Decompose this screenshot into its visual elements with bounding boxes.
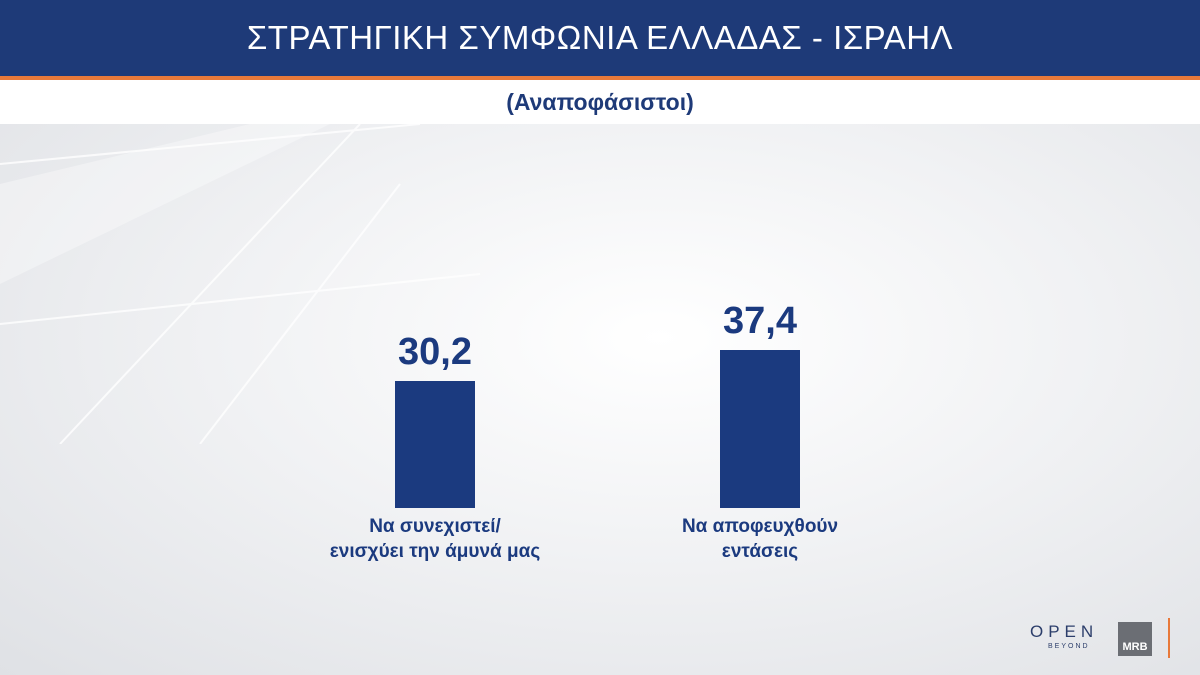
header-banner (0, 0, 1200, 76)
category-label: Να συνεχιστεί/ ενισχύει την άμυνά μας (329, 516, 541, 562)
logo-beyond: BEYOND (1048, 643, 1090, 650)
bar (395, 380, 475, 508)
subtitle: (Αναποφάσιστοι) (506, 89, 694, 115)
background-decoration (0, 124, 481, 444)
bar (720, 350, 800, 508)
subtitle-band (0, 80, 1200, 124)
title: ΣΤΡΑΤΗΓΙΚΗ ΣΥΜΦΩΝΙΑ ΕΛΛΑΔΑΣ - ΙΣΡΑΗΛ (246, 19, 954, 56)
logo-divider (1168, 618, 1170, 658)
value-label: 37,4 (723, 300, 797, 343)
logo-mrb: MRB (1122, 641, 1148, 653)
logo-mrb-box (1118, 622, 1152, 656)
header-accent (0, 76, 1200, 80)
category-label: Να αποφευχθούν εντάσεις (681, 516, 839, 562)
logo-open: OPEN (1030, 622, 1099, 641)
value-label: 30,2 (398, 330, 472, 373)
